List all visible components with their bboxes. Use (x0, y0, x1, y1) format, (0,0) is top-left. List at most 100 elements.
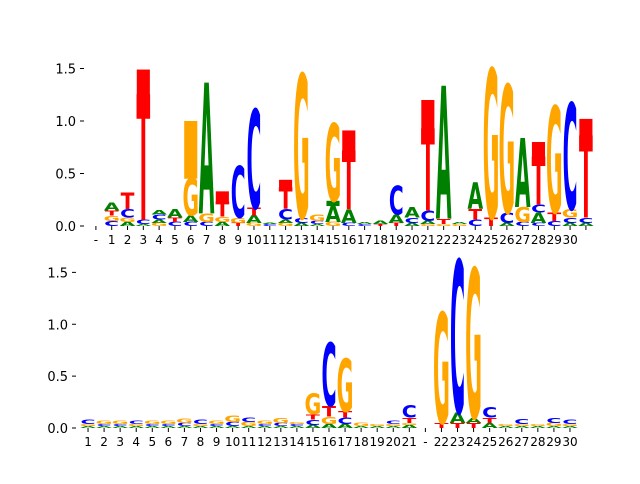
logo-letter-G: G (546, 76, 563, 247)
logo-letter-A: A (499, 222, 516, 227)
x-tick-label: 23 (452, 233, 467, 247)
logo-letter-A: A (373, 220, 390, 225)
logo-letter-A: A (246, 213, 262, 225)
x-tick-label: 24 (468, 233, 483, 247)
logo-letter-C: C (161, 423, 176, 426)
x-tick-label: 7 (181, 435, 189, 449)
logo-letter-T: T (247, 206, 261, 218)
logo-letter-C: C (241, 416, 256, 423)
logo-letter-A: A (136, 224, 153, 227)
logo-letter-C: C (225, 421, 240, 428)
x-tick-label: 29 (546, 435, 561, 449)
logo-letter-C: C (499, 210, 514, 227)
logo-letter-T: T (547, 210, 562, 223)
logo-letter-C: C (578, 216, 593, 225)
logo-letter-C: C (386, 420, 401, 425)
logo-letter-A: A (309, 224, 326, 227)
logo-letter-C: C (294, 216, 309, 225)
x-tick-label: 26 (499, 233, 514, 247)
logo-letter-T: T (402, 416, 417, 424)
logo-letter-block-T (421, 100, 435, 130)
x-tick-label: 9 (213, 435, 221, 449)
logo-panel-1: 0.00.51.01.5-CGTA1AGCT2ACT3GACA4CTA5CAG6… (55, 29, 594, 267)
logo-letter-C: C (129, 420, 144, 425)
y-tick-label: 1.0 (55, 115, 76, 130)
x-tick-label: 6 (187, 233, 195, 247)
logo-letter-A: A (530, 425, 547, 428)
logo-letter-T: T (105, 209, 120, 218)
x-tick-label: 25 (482, 435, 497, 449)
logo-letter-C: C (468, 218, 483, 228)
x-tick-label: 27 (515, 233, 530, 247)
logo-letter-C: C (515, 221, 530, 228)
logo-letter-A: A (578, 222, 595, 227)
logo-letter-C: C (289, 423, 304, 426)
x-tick-label: 18 (353, 435, 368, 449)
logo-letter-C: C (278, 207, 293, 224)
x-tick-label: 22 (436, 233, 451, 247)
x-tick-label: 8 (219, 233, 227, 247)
logo-letter-G: G (562, 423, 579, 426)
x-tick-label: 4 (132, 435, 140, 449)
logo-letter-G: G (256, 420, 273, 425)
logo-letter-A: A (404, 222, 421, 227)
logo-letter-A: A (401, 424, 418, 429)
y-tick-label: 1.5 (47, 266, 68, 281)
logo-letter-C: C (97, 423, 112, 426)
logo-letter-G: G (499, 51, 516, 255)
logo-letter-C: C (113, 423, 128, 426)
logo-letter-C: C (310, 220, 325, 225)
x-tick-label: 12 (257, 435, 272, 449)
logo-letter-G: G (435, 224, 452, 227)
logo-letter-G: G (151, 222, 168, 227)
logo-letter-G: G (144, 420, 161, 425)
x-tick-label: 14 (289, 435, 304, 449)
logo-letter-A: A (420, 220, 437, 225)
logo-letter-C: C (338, 416, 353, 426)
logo-letter-T: T (215, 197, 229, 221)
logo-letter-C: C (389, 179, 404, 224)
logo-letter-C: C (420, 208, 435, 225)
x-tick-label: 7 (203, 233, 211, 247)
logo-letter-A: A (241, 425, 258, 428)
logo-letter-A: A (289, 425, 306, 428)
logo-letter-C: C (247, 82, 262, 240)
x-tick-label: 30 (562, 233, 577, 247)
x-tick-label: 15 (305, 435, 320, 449)
y-tick-label: 0.5 (55, 168, 76, 183)
logo-letter-T: T (306, 413, 321, 421)
logo-letter-T: T (374, 224, 388, 227)
logo-letter-G: G (309, 213, 326, 223)
y-tick-label: 0.5 (47, 370, 68, 385)
logo-letter-C: C (514, 417, 529, 425)
logo-letter-A: A (369, 425, 386, 428)
logo-letter-A: A (388, 212, 404, 225)
logo-letter-G: G (513, 423, 530, 426)
x-tick-label: 16 (341, 233, 356, 247)
x-tick-label: 21 (420, 233, 435, 247)
logo-letter-A: A (385, 425, 402, 428)
x-tick-label: 17 (337, 435, 352, 449)
logo-letter-C: C (321, 326, 336, 426)
logo-letter-G: G (230, 216, 247, 225)
logo-letter-C: C (405, 216, 420, 225)
logo-letter-T: T (437, 217, 452, 226)
logo-letter-C: C (136, 218, 151, 225)
logo-letter-T: T (342, 135, 356, 228)
logo-letter-G: G (385, 423, 402, 426)
logo-letter-A: A (498, 425, 515, 428)
logo-letter-C: C (257, 423, 272, 426)
x-tick-label: 28 (531, 233, 546, 247)
logo-letter-A: A (278, 219, 295, 224)
logo-letter-block-T (215, 191, 229, 202)
logo-letter-G: G (128, 423, 145, 426)
logo-letter-A: A (199, 49, 215, 257)
logo-letter-A: A (96, 425, 113, 428)
logo-letter-A: A (450, 411, 466, 427)
logo-letter-block-A (326, 200, 340, 207)
logo-letter-C: C (305, 418, 320, 426)
logo-letter-C: C (199, 221, 214, 228)
logo-letter-A: A (80, 425, 97, 428)
x-tick-label: 2 (100, 435, 108, 449)
